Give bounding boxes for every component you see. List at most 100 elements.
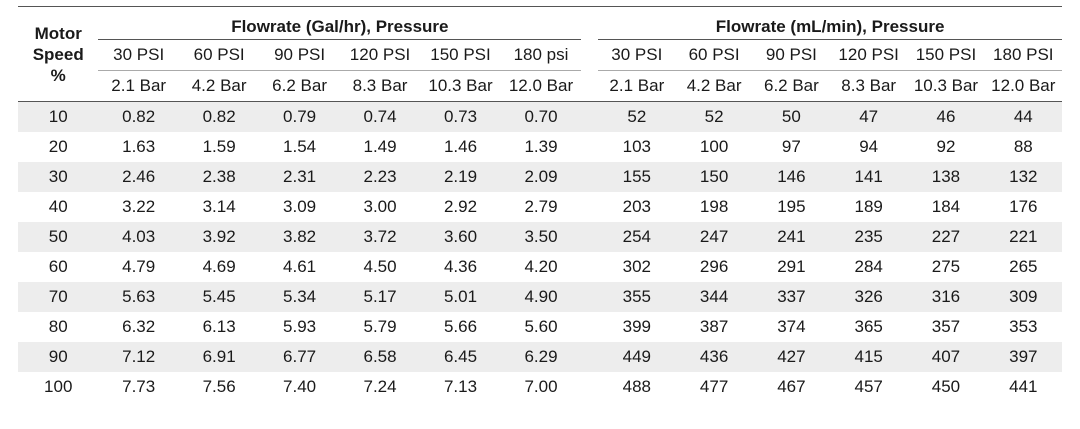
ml-cell: 94 [859, 137, 879, 156]
ml-cell: 275 [931, 257, 961, 276]
gal-psi-header: 90 PSI [259, 39, 340, 71]
ml-cell: 46 [907, 101, 985, 132]
ml-psi-header: 180 PSI [984, 39, 1062, 71]
ml-cell: 103 [622, 137, 652, 156]
gal-cell: 5.66 [443, 317, 478, 336]
ml-bar-header: 12.0 Bar [984, 70, 1062, 102]
gal-cell: 5.79 [363, 317, 397, 336]
motor-speed-cell: 100 [44, 377, 73, 396]
gal-cell: 0.79 [259, 101, 340, 132]
gal-cell: 3.14 [202, 197, 236, 216]
ml-cell: 296 [699, 257, 729, 276]
ml-cell: 467 [777, 377, 806, 396]
ml-bar-header: 8.3 Bar [830, 70, 908, 102]
gal-cell: 4.03 [98, 222, 179, 252]
gal-psi-header: 150 PSI [420, 39, 501, 71]
table-row: 70 5.63 5.45 5.34 5.17 5.01 4.90 355 344… [18, 282, 1062, 312]
table-row: 60 4.79 4.69 4.61 4.50 4.36 4.20 302 296… [18, 252, 1062, 282]
ml-cell: 344 [675, 282, 753, 312]
ml-cell: 97 [781, 137, 801, 156]
ml-cell: 198 [699, 197, 729, 216]
gal-cell: 6.13 [202, 317, 236, 336]
motor-speed-label-1: Motor [34, 23, 82, 43]
gal-flowrate-group-header: Flowrate (Gal/hr), Pressure [98, 6, 582, 40]
gal-cell: 5.93 [283, 317, 317, 336]
ml-bar-header: 6.2 Bar [752, 70, 831, 102]
gal-cell: 1.46 [443, 137, 478, 156]
gal-cell: 3.60 [420, 222, 501, 252]
ml-cell: 355 [598, 282, 676, 312]
gal-cell: 7.00 [524, 377, 558, 396]
ml-cell: 241 [752, 222, 831, 252]
ml-cell: 52 [598, 101, 676, 132]
gal-cell: 6.45 [420, 342, 501, 372]
ml-cell: 436 [675, 342, 753, 372]
table-row: 30 2.46 2.38 2.31 2.23 2.19 2.09 155 150… [18, 162, 1062, 192]
ml-cell: 316 [907, 282, 985, 312]
ml-cell: 488 [622, 377, 652, 396]
ml-cell: 227 [907, 222, 985, 252]
table-row: 20 1.63 1.59 1.54 1.49 1.46 1.39 103 100… [18, 132, 1062, 162]
ml-bar-header: 2.1 Bar [598, 70, 676, 102]
ml-cell: 247 [675, 222, 753, 252]
gal-cell: 7.73 [122, 377, 156, 396]
ml-cell: 141 [830, 162, 908, 192]
table-row: 40 3.22 3.14 3.09 3.00 2.92 2.79 203 198… [18, 192, 1062, 222]
gal-cell: 6.32 [122, 317, 156, 336]
ml-cell: 52 [675, 101, 753, 132]
gal-cell: 7.56 [202, 377, 236, 396]
ml-cell: 221 [984, 222, 1062, 252]
ml-cell: 365 [854, 317, 883, 336]
table-header: Motor Speed % Flowrate (Gal/hr), Pressur… [18, 6, 1062, 102]
gal-psi-header: 30 PSI [98, 39, 179, 71]
gal-cell: 3.22 [122, 197, 156, 216]
gal-cell: 7.13 [443, 377, 478, 396]
motor-speed-cell: 80 [48, 317, 68, 336]
gal-cell: 2.19 [420, 162, 501, 192]
ml-psi-header: 30 PSI [598, 39, 676, 71]
table-row: 80 6.32 6.13 5.93 5.79 5.66 5.60 399 387… [18, 312, 1062, 342]
gal-cell: 2.92 [443, 197, 478, 216]
ml-cell: 176 [1009, 197, 1038, 216]
motor-speed-label-2: Speed [32, 44, 84, 64]
ml-psi-header: 90 PSI [752, 39, 831, 71]
gal-cell: 4.79 [122, 257, 156, 276]
ml-psi-header: 60 PSI [675, 39, 753, 71]
gal-bar-header: 4.2 Bar [178, 70, 260, 102]
table-row: 50 4.03 3.92 3.82 3.72 3.60 3.50 254 247… [18, 222, 1062, 252]
ml-cell: 407 [907, 342, 985, 372]
gal-cell: 2.31 [259, 162, 340, 192]
ml-cell: 477 [699, 377, 729, 396]
gal-bar-header: 2.1 Bar [98, 70, 179, 102]
ml-cell: 50 [752, 101, 831, 132]
gal-cell: 4.69 [202, 257, 236, 276]
ml-cell: 235 [830, 222, 908, 252]
ml-cell: 195 [777, 197, 806, 216]
gal-cell: 5.63 [98, 282, 179, 312]
gal-psi-header: 120 PSI [339, 39, 421, 71]
gal-cell: 0.74 [339, 101, 421, 132]
ml-psi-header: 120 PSI [830, 39, 908, 71]
ml-cell: 203 [622, 197, 652, 216]
ml-cell: 449 [598, 342, 676, 372]
gal-cell: 3.82 [259, 222, 340, 252]
ml-cell: 353 [1009, 317, 1038, 336]
ml-cell: 132 [984, 162, 1062, 192]
table-row: 100 7.73 7.56 7.40 7.24 7.13 7.00 488 47… [18, 372, 1062, 402]
gal-cell: 4.90 [500, 282, 582, 312]
ml-cell: 92 [936, 137, 956, 156]
gal-cell: 7.24 [363, 377, 397, 396]
gal-cell: 6.58 [339, 342, 421, 372]
ml-cell: 189 [854, 197, 883, 216]
ml-cell: 357 [931, 317, 961, 336]
motor-speed-cell: 70 [18, 282, 99, 312]
ml-cell: 337 [752, 282, 831, 312]
ml-cell: 427 [752, 342, 831, 372]
gal-cell: 5.45 [178, 282, 260, 312]
ml-cell: 302 [622, 257, 652, 276]
ml-cell: 44 [984, 101, 1062, 132]
gal-cell: 3.72 [339, 222, 421, 252]
flowrate-table: Motor Speed % Flowrate (Gal/hr), Pressur… [18, 6, 1062, 402]
gal-cell: 2.09 [500, 162, 582, 192]
motor-speed-cell: 60 [48, 257, 68, 276]
